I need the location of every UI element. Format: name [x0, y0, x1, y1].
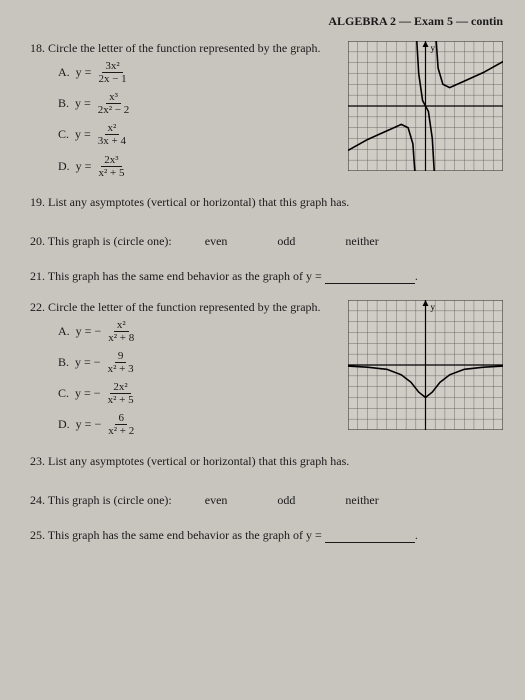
- question-18: 18. Circle the letter of the function re…: [30, 41, 503, 185]
- svg-text:y: y: [431, 302, 436, 312]
- q18-text: Circle the letter of the function repres…: [48, 41, 321, 55]
- choice-b[interactable]: B. y = x³2x² − 2: [58, 91, 340, 116]
- q18-graph: y: [348, 41, 503, 171]
- choice-c[interactable]: C. y = − 2x²x² + 5: [58, 381, 340, 406]
- blank: [325, 531, 415, 543]
- choice-a[interactable]: A. y = − x²x² + 8: [58, 319, 340, 344]
- blank: [325, 272, 415, 284]
- q22-choices: A. y = − x²x² + 8 B. y = − 9x² + 3 C. y …: [58, 319, 340, 438]
- q18-num: 18.: [30, 41, 45, 55]
- opt-neither[interactable]: neither: [345, 493, 378, 508]
- choice-c[interactable]: C. y = x²3x + 4: [58, 122, 340, 147]
- opt-even[interactable]: even: [205, 234, 228, 249]
- svg-text:y: y: [431, 43, 436, 53]
- q22-graph: y: [348, 300, 503, 430]
- question-19: 19. List any asymptotes (vertical or hor…: [30, 195, 503, 210]
- choice-b[interactable]: B. y = − 9x² + 3: [58, 350, 340, 375]
- question-25: 25. This graph has the same end behavior…: [30, 528, 503, 543]
- choice-a[interactable]: A. y = 3x²2x − 1: [58, 60, 340, 85]
- question-24: 24. This graph is (circle one): even odd…: [30, 493, 503, 508]
- question-23: 23. List any asymptotes (vertical or hor…: [30, 454, 503, 469]
- opt-even[interactable]: even: [205, 493, 228, 508]
- page-header: ALGEBRA 2 — Exam 5 — contin: [30, 14, 503, 29]
- question-22: 22. Circle the letter of the function re…: [30, 300, 503, 444]
- question-20: 20. This graph is (circle one): even odd…: [30, 234, 503, 249]
- q22-num: 22.: [30, 300, 45, 314]
- q18-choices: A. y = 3x²2x − 1 B. y = x³2x² − 2 C. y =…: [58, 60, 340, 179]
- opt-odd[interactable]: odd: [277, 493, 295, 508]
- opt-odd[interactable]: odd: [277, 234, 295, 249]
- choice-d[interactable]: D. y = − 6x² + 2: [58, 412, 340, 437]
- choice-d[interactable]: D. y = 2x³x² + 5: [58, 154, 340, 179]
- opt-neither[interactable]: neither: [345, 234, 378, 249]
- question-21: 21. This graph has the same end behavior…: [30, 269, 503, 284]
- q22-text: Circle the letter of the function repres…: [48, 300, 321, 314]
